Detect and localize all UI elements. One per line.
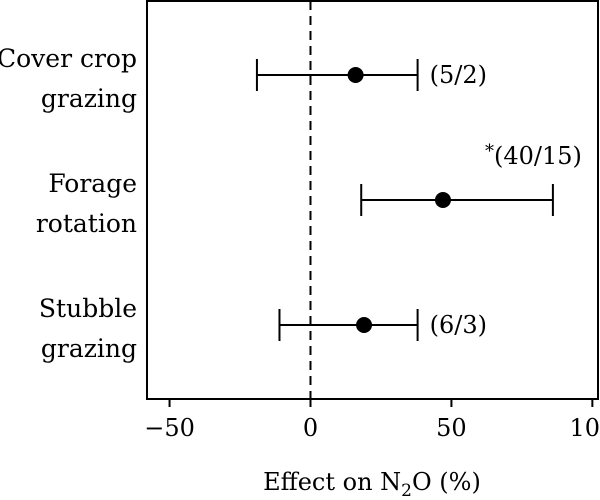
x-tick-label: 50 [436,414,467,442]
x-tick-label: −50 [144,414,195,442]
estimate-row: Cover crop grazing (5/2) [0,44,487,113]
sample-size-annotation: (5/2) [430,61,487,89]
x-tick-label: 100 [569,414,600,442]
x-tick-label: 0 [303,414,318,442]
estimate-rows: Cover crop grazing (5/2) Forage rotation *(40… [0,44,582,363]
plot-frame [146,0,599,400]
category-label: Stubble grazing [39,294,137,363]
x-axis-ticks: −50 0 50 100 [144,399,600,442]
point-estimate [434,192,451,208]
point-estimate [347,67,364,83]
x-axis-label: Effect on N2O (%) [263,468,481,500]
point-estimate [356,317,373,333]
category-label: Cover crop grazing [0,44,137,113]
estimate-row: Stubble grazing (6/3) [39,294,487,363]
sample-size-annotation: (6/3) [430,311,487,339]
estimate-row: Forage rotation *(40/15) [36,141,582,238]
category-label: Forage rotation [36,169,137,238]
sample-size-annotation: *(40/15) [485,141,582,170]
